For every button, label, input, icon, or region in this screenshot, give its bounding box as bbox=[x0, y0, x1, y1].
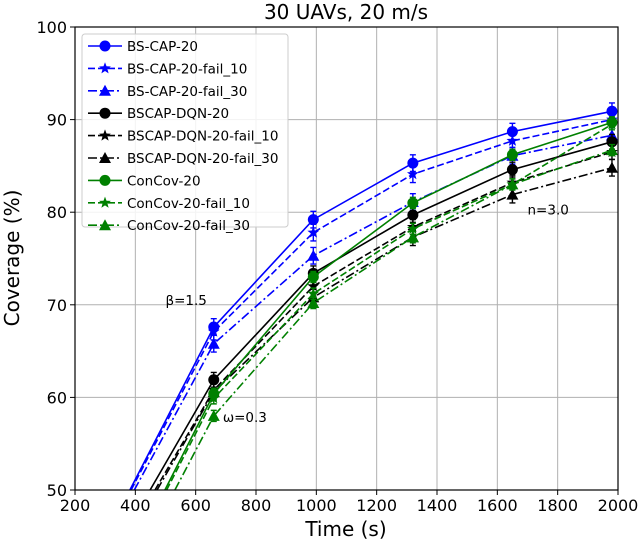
data-point bbox=[406, 231, 419, 243]
series-ConCov-20-fail_30 bbox=[174, 143, 618, 490]
x-axis-label: Time (s) bbox=[304, 517, 386, 541]
legend-entry: ConCov-20-fail_10 bbox=[88, 196, 250, 212]
series-line bbox=[164, 121, 613, 490]
x-tick-label: 2000 bbox=[598, 496, 639, 515]
legend-label: BS-CAP-20-fail_30 bbox=[127, 84, 247, 100]
legend-label: ConCov-20-fail_10 bbox=[127, 196, 250, 212]
data-point bbox=[207, 325, 220, 337]
series-line bbox=[130, 118, 613, 490]
legend-label: BSCAP-DQN-20 bbox=[127, 106, 229, 122]
data-point bbox=[207, 409, 220, 421]
data-point bbox=[307, 214, 319, 226]
x-tick-label: 400 bbox=[120, 496, 151, 515]
y-tick-label: 60 bbox=[47, 388, 67, 407]
legend-marker bbox=[99, 196, 111, 208]
legend-marker bbox=[99, 152, 111, 163]
legend-marker bbox=[99, 219, 111, 231]
series-line bbox=[133, 134, 613, 490]
data-point bbox=[307, 249, 320, 261]
series-line bbox=[165, 123, 613, 490]
plot-frame bbox=[74, 26, 619, 491]
chart-title: 30 UAVs, 20 m/s bbox=[264, 0, 428, 24]
legend-marker bbox=[99, 174, 111, 186]
data-point bbox=[407, 222, 419, 234]
data-point bbox=[606, 118, 618, 130]
legend-entry: BSCAP-DQN-20-fail_10 bbox=[88, 129, 278, 145]
legend-label: BSCAP-DQN-20-fail_10 bbox=[127, 129, 278, 145]
legend-marker bbox=[99, 129, 111, 141]
x-tick-label: 600 bbox=[180, 496, 211, 515]
x-tick-label: 1800 bbox=[537, 496, 578, 515]
legend-entry: BS-CAP-20-fail_30 bbox=[88, 84, 247, 100]
legend-label: BS-CAP-20-fail_10 bbox=[127, 61, 247, 77]
x-tick-label: 1400 bbox=[417, 496, 458, 515]
legend: BS-CAP-20 BS-CAP-20-fail_10 BS-CAP-20-fail… bbox=[81, 33, 289, 234]
legend-box bbox=[81, 33, 289, 228]
y-axis-label: Coverage (%) bbox=[0, 190, 24, 327]
legend-entry: BSCAP-DQN-20-fail_30 bbox=[88, 151, 278, 167]
legend-entry: BS-CAP-20 bbox=[88, 39, 198, 55]
data-point bbox=[506, 126, 518, 138]
data-point bbox=[506, 188, 519, 200]
x-tick-label: 1200 bbox=[356, 496, 397, 515]
x-tick-label: 800 bbox=[241, 496, 272, 515]
y-tick-label: 90 bbox=[47, 111, 67, 130]
data-point bbox=[506, 149, 518, 161]
series-line bbox=[149, 141, 613, 490]
x-tick-label: 200 bbox=[60, 496, 91, 515]
legend-label: ConCov-20 bbox=[127, 173, 201, 189]
data-point bbox=[407, 209, 419, 221]
x-tick-label: 1000 bbox=[296, 496, 337, 515]
data-point bbox=[307, 226, 320, 238]
legend-marker bbox=[99, 84, 111, 96]
legend-label: BSCAP-DQN-20-fail_30 bbox=[127, 151, 278, 167]
data-point bbox=[605, 161, 618, 173]
data-point bbox=[307, 280, 320, 292]
data-point bbox=[207, 392, 220, 404]
y-tick-label: 100 bbox=[36, 18, 67, 37]
data-point bbox=[307, 271, 319, 283]
annotation: n=3.0 bbox=[528, 202, 569, 218]
legend-entry: ConCov-20 bbox=[88, 173, 201, 189]
data-point bbox=[407, 197, 419, 209]
data-point bbox=[506, 178, 519, 190]
series-line bbox=[154, 151, 613, 490]
annotation: ω=0.3 bbox=[223, 410, 267, 426]
legend-label: ConCov-20-fail_30 bbox=[127, 218, 250, 234]
data-point bbox=[506, 134, 519, 146]
x-tick-label: 1600 bbox=[477, 496, 518, 515]
legend-label: BS-CAP-20 bbox=[127, 39, 198, 55]
legend-marker bbox=[99, 40, 111, 52]
data-point bbox=[307, 287, 320, 299]
y-tick-label: 50 bbox=[47, 481, 67, 500]
series-line bbox=[174, 149, 613, 490]
legend-marker bbox=[99, 62, 111, 74]
y-tick-label: 70 bbox=[47, 296, 67, 315]
annotation: β=1.5 bbox=[166, 293, 207, 309]
legend-entry: BS-CAP-20-fail_10 bbox=[88, 61, 247, 77]
data-point bbox=[307, 296, 320, 308]
data-point bbox=[407, 168, 419, 180]
y-tick-label: 80 bbox=[47, 203, 67, 222]
series-line bbox=[129, 110, 613, 490]
legend-entry: BSCAP-DQN-20 bbox=[88, 106, 229, 122]
legend-entry: ConCov-20-fail_30 bbox=[88, 218, 250, 234]
data-point bbox=[506, 164, 518, 176]
data-point bbox=[207, 337, 220, 349]
series-line bbox=[156, 167, 613, 490]
legend-marker bbox=[99, 107, 111, 119]
data-point bbox=[605, 144, 618, 156]
